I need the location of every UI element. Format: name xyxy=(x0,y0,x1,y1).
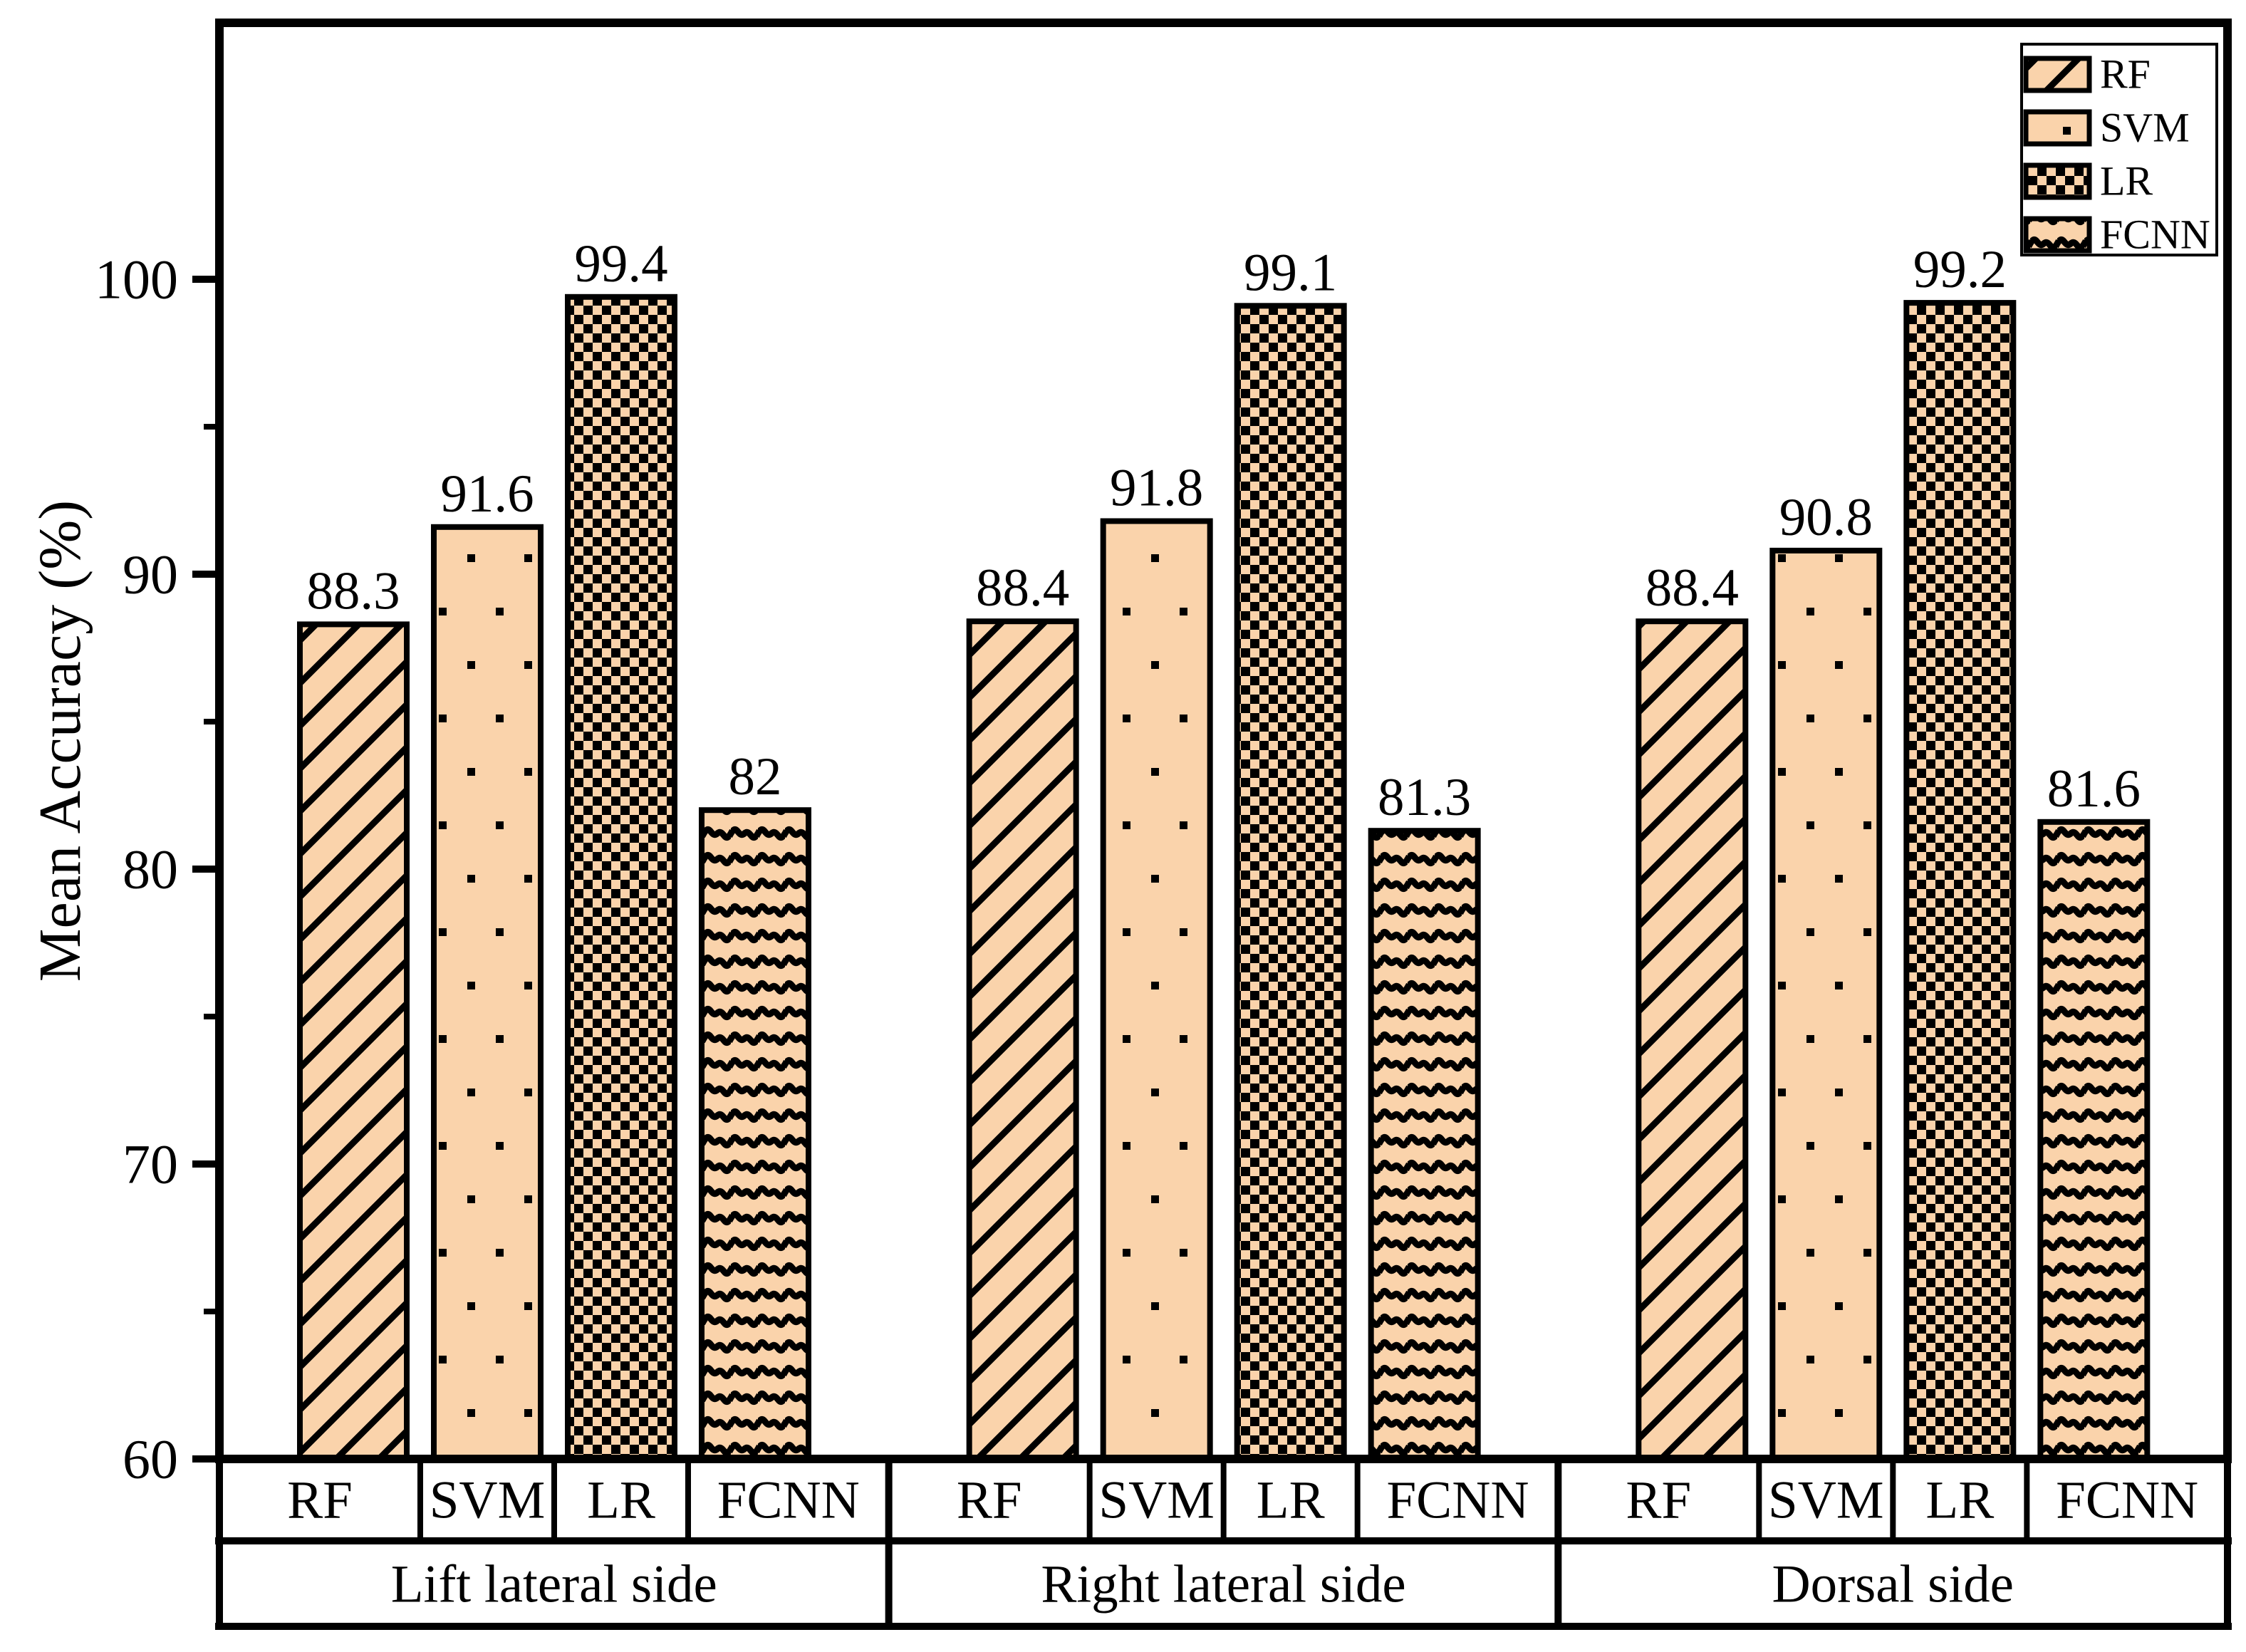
group-label: Lift lateral side xyxy=(391,1555,717,1614)
model-cell-label: FCNN xyxy=(717,1471,860,1530)
y-tick-label: 70 xyxy=(123,1133,178,1195)
group-label: Dorsal side xyxy=(1772,1555,2014,1614)
model-cell-label: SVM xyxy=(430,1471,546,1530)
bar-value-label: 82 xyxy=(729,747,782,806)
y-axis-title: Mean Accuracy (%) xyxy=(27,500,93,982)
bar-value-label: 88.3 xyxy=(306,561,400,620)
bars: 88.3 88.4 88.4 91.6 91.8 90.8 99.4 99.1 99.2 82 81… xyxy=(297,234,2151,1463)
model-cell-label: RF xyxy=(287,1471,353,1530)
bar-value-label: 99.2 xyxy=(1913,240,2007,299)
model-cell-label: FCNN xyxy=(2056,1471,2198,1530)
bar-lr-group2 xyxy=(1234,303,1347,1462)
bar-value-label: 81.3 xyxy=(1378,768,1471,827)
bar-value-label: 99.1 xyxy=(1244,243,1337,302)
legend-label-fcnn: FCNN xyxy=(2100,212,2210,258)
legend-swatch-svm xyxy=(2023,109,2092,147)
y-axis-ticks: 60 70 80 90 100 xyxy=(95,249,219,1490)
bar-value-label: 90.8 xyxy=(1779,488,1873,547)
bar-value-label: 91.6 xyxy=(440,464,534,524)
bar-value-label: 99.4 xyxy=(574,234,667,293)
model-cell-label: FCNN xyxy=(1386,1471,1529,1530)
y-tick-label: 60 xyxy=(123,1428,178,1490)
bar-value-label: 81.6 xyxy=(2047,759,2141,819)
legend-swatch-fcnn xyxy=(2023,216,2092,254)
bar-lr-group3 xyxy=(1903,300,2017,1463)
y-tick-label: 100 xyxy=(95,249,178,311)
group-label: Right lateral side xyxy=(1041,1555,1405,1614)
bar-rf-group2 xyxy=(966,618,1079,1463)
bar-value-label: 91.8 xyxy=(1110,459,1203,518)
bar-svm-group1 xyxy=(431,524,544,1462)
legend-label-lr: LR xyxy=(2100,158,2153,204)
model-cell-label: LR xyxy=(587,1471,655,1530)
model-cell-label: RF xyxy=(957,1471,1022,1530)
legend-label-rf: RF xyxy=(2100,51,2151,98)
legend-label-svm: SVM xyxy=(2100,105,2190,151)
model-cell-label: LR xyxy=(1257,1471,1325,1530)
model-cell-label: SVM xyxy=(1098,1471,1215,1530)
chart-generated-content: 88.3 88.4 88.4 91.6 91.8 90.8 99.4 99.1 99.2 82 81… xyxy=(95,19,2232,1630)
bar-fcnn-group1 xyxy=(699,807,811,1462)
bar-fcnn-group3 xyxy=(2037,819,2151,1463)
legend: RF SVM LR FCNN xyxy=(2020,43,2218,258)
bar-lr-group1 xyxy=(565,293,677,1462)
bar-fcnn-group2 xyxy=(1368,828,1481,1462)
y-tick-label: 90 xyxy=(123,544,178,606)
model-cell-label: SVM xyxy=(1768,1471,1884,1530)
bar-rf-group3 xyxy=(1636,618,1749,1463)
model-cell-label: LR xyxy=(1925,1471,1994,1530)
legend-swatch-lr xyxy=(2023,162,2092,200)
legend-swatch-rf xyxy=(2023,56,2092,93)
y-tick-label: 80 xyxy=(123,838,178,900)
bar-value-label: 88.4 xyxy=(976,559,1069,618)
bar-svm-group2 xyxy=(1100,518,1213,1462)
bar-value-label: 88.4 xyxy=(1645,559,1739,618)
model-cell-label: RF xyxy=(1626,1471,1691,1530)
bar-rf-group1 xyxy=(297,621,410,1462)
bar-svm-group3 xyxy=(1769,547,1883,1462)
